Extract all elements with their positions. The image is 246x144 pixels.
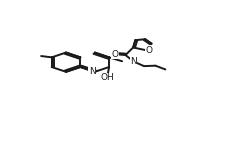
Text: OH: OH xyxy=(101,73,114,82)
Text: O: O xyxy=(112,50,119,59)
Text: N: N xyxy=(130,57,137,66)
Text: N: N xyxy=(89,67,96,76)
Text: O: O xyxy=(146,46,153,55)
